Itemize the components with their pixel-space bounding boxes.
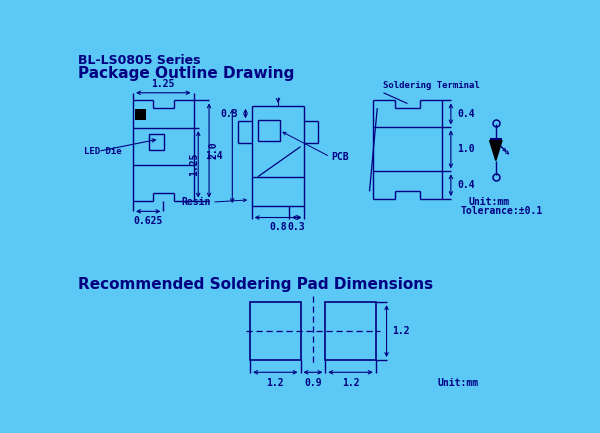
Text: PCB: PCB	[332, 152, 349, 162]
Text: 1.2: 1.2	[392, 326, 410, 336]
Text: 1.2: 1.2	[266, 378, 284, 388]
Polygon shape	[490, 141, 502, 161]
Text: 0.3: 0.3	[288, 222, 305, 232]
Text: 2.0: 2.0	[209, 142, 219, 159]
Text: Resin: Resin	[181, 197, 211, 207]
Text: 1.4: 1.4	[205, 151, 222, 161]
Bar	[258, 120, 280, 141]
Text: Soldering Terminal: Soldering Terminal	[383, 81, 480, 90]
Text: 1.0: 1.0	[457, 144, 475, 155]
Text: Unit:mm: Unit:mm	[438, 378, 479, 388]
Text: 0.4: 0.4	[457, 180, 475, 190]
Text: 1.2: 1.2	[342, 378, 359, 388]
Text: Unit:mm: Unit:mm	[469, 197, 510, 207]
Text: BL-LS0805 Series: BL-LS0805 Series	[78, 54, 200, 67]
Text: 0.3: 0.3	[220, 109, 238, 119]
Text: Tolerance:±0.1: Tolerance:±0.1	[461, 207, 543, 216]
Text: LED Die: LED Die	[84, 147, 122, 156]
Bar	[325, 302, 376, 360]
Bar	[250, 302, 301, 360]
Text: 0.8: 0.8	[269, 222, 287, 232]
Bar	[134, 109, 146, 120]
Text: 0.4: 0.4	[457, 109, 475, 119]
Text: 0.9: 0.9	[304, 378, 322, 388]
Text: Package Outline Drawing: Package Outline Drawing	[78, 66, 295, 81]
Text: 0.625: 0.625	[133, 216, 163, 226]
Text: 1.25: 1.25	[152, 79, 175, 89]
Bar	[149, 134, 164, 150]
Text: Recommended Soldering Pad Dimensions: Recommended Soldering Pad Dimensions	[78, 277, 433, 292]
Text: 1.25: 1.25	[190, 152, 199, 176]
